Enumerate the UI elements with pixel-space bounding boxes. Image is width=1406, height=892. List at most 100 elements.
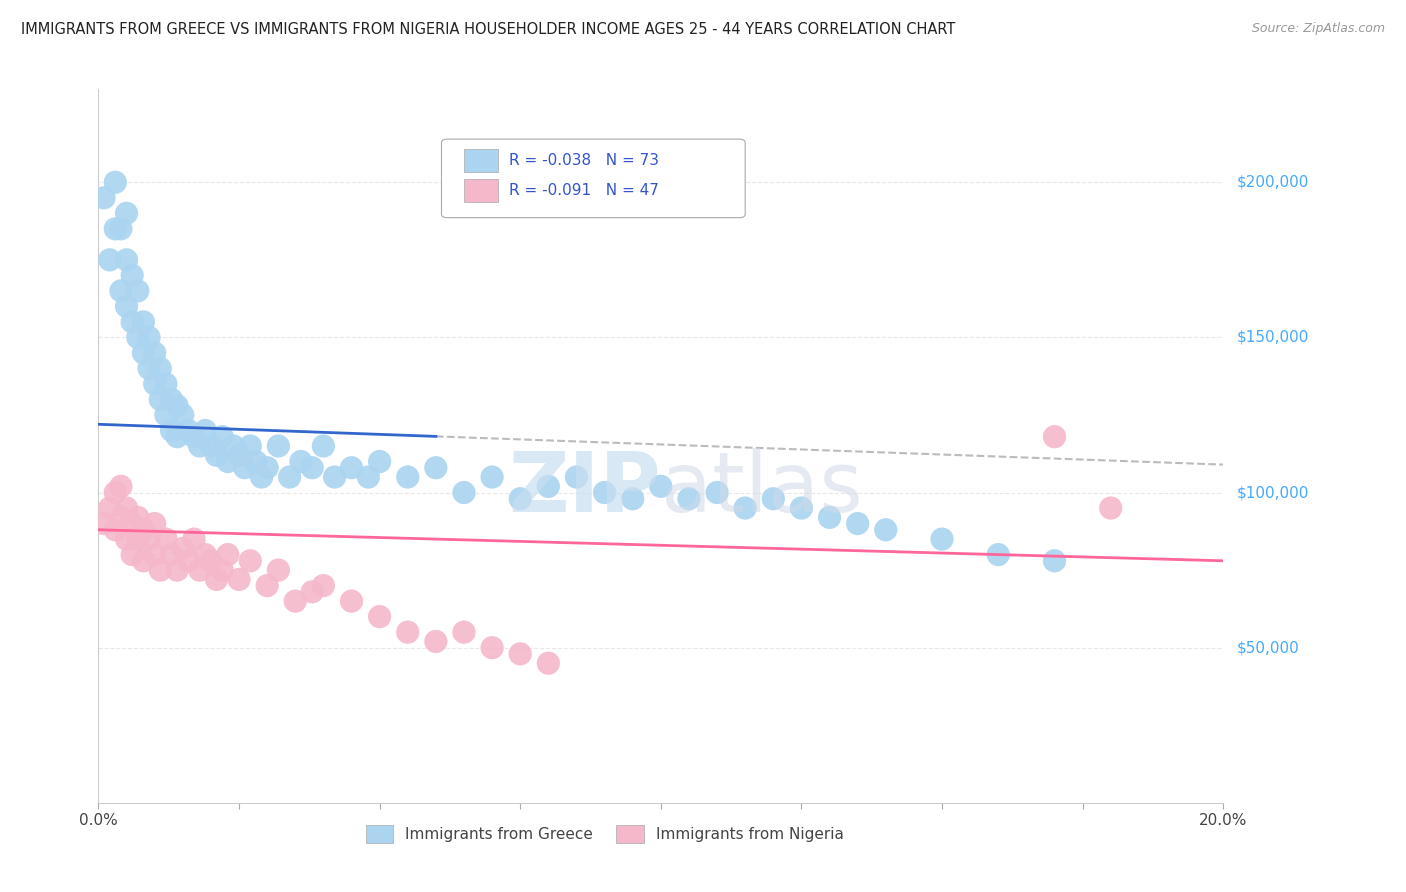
FancyBboxPatch shape — [441, 139, 745, 218]
Text: R = -0.038   N = 73: R = -0.038 N = 73 — [509, 153, 659, 168]
FancyBboxPatch shape — [464, 179, 498, 202]
Point — [115, 501, 138, 516]
Text: $50,000: $50,000 — [1237, 640, 1301, 655]
Point — [245, 454, 267, 468]
Point — [121, 315, 143, 329]
Point — [110, 510, 132, 524]
Point — [312, 439, 335, 453]
Point — [149, 563, 172, 577]
Point — [205, 573, 228, 587]
Point — [621, 491, 644, 506]
Point — [132, 346, 155, 360]
Point — [166, 430, 188, 444]
Point — [98, 501, 121, 516]
Point — [278, 470, 301, 484]
Point — [177, 554, 200, 568]
Point — [166, 399, 188, 413]
Point — [115, 206, 138, 220]
Point — [121, 548, 143, 562]
Point — [846, 516, 869, 531]
Point — [211, 563, 233, 577]
Point — [453, 485, 475, 500]
Point — [205, 448, 228, 462]
Point — [200, 439, 222, 453]
Point — [509, 647, 531, 661]
Point — [290, 454, 312, 468]
Point — [509, 491, 531, 506]
Point — [110, 479, 132, 493]
Point — [104, 222, 127, 236]
Text: atlas: atlas — [661, 449, 862, 529]
Point — [149, 361, 172, 376]
Point — [188, 439, 211, 453]
Point — [155, 532, 177, 546]
Point — [127, 510, 149, 524]
Point — [211, 430, 233, 444]
Point — [301, 460, 323, 475]
Point — [593, 485, 616, 500]
Point — [228, 448, 250, 462]
Point — [188, 563, 211, 577]
Point — [425, 460, 447, 475]
Point — [239, 554, 262, 568]
Point — [138, 361, 160, 376]
Point — [734, 501, 756, 516]
Point — [155, 376, 177, 391]
Point — [172, 541, 194, 556]
Point — [565, 470, 588, 484]
Point — [143, 346, 166, 360]
Point — [267, 439, 290, 453]
Point — [166, 563, 188, 577]
FancyBboxPatch shape — [464, 149, 498, 172]
Point — [143, 548, 166, 562]
Point — [875, 523, 897, 537]
Point — [194, 424, 217, 438]
Point — [228, 573, 250, 587]
Point — [233, 460, 256, 475]
Text: $150,000: $150,000 — [1237, 330, 1309, 345]
Point — [160, 548, 183, 562]
Point — [453, 625, 475, 640]
Point — [149, 392, 172, 407]
Point — [1043, 430, 1066, 444]
Point — [172, 408, 194, 422]
Point — [110, 222, 132, 236]
Point — [121, 268, 143, 283]
Point — [132, 554, 155, 568]
Point — [127, 330, 149, 344]
Point — [121, 516, 143, 531]
Point — [98, 252, 121, 267]
Point — [239, 439, 262, 453]
Point — [537, 656, 560, 670]
Point — [537, 479, 560, 493]
Point — [790, 501, 813, 516]
Text: ZIP: ZIP — [509, 449, 661, 529]
Point — [138, 330, 160, 344]
Text: Source: ZipAtlas.com: Source: ZipAtlas.com — [1251, 22, 1385, 36]
Point — [132, 315, 155, 329]
Point — [481, 470, 503, 484]
Point — [284, 594, 307, 608]
Point — [115, 532, 138, 546]
Point — [127, 532, 149, 546]
Point — [222, 439, 245, 453]
Point — [256, 579, 278, 593]
Point — [312, 579, 335, 593]
Point — [110, 284, 132, 298]
Point — [155, 408, 177, 422]
Point — [678, 491, 700, 506]
Point — [301, 584, 323, 599]
Point — [143, 376, 166, 391]
Point — [93, 516, 115, 531]
Point — [267, 563, 290, 577]
Point — [217, 454, 239, 468]
Point — [217, 548, 239, 562]
Point — [425, 634, 447, 648]
Point — [93, 191, 115, 205]
Point — [340, 460, 363, 475]
Legend: Immigrants from Greece, Immigrants from Nigeria: Immigrants from Greece, Immigrants from … — [360, 819, 849, 848]
Point — [115, 299, 138, 313]
Point — [132, 523, 155, 537]
Point — [138, 532, 160, 546]
Point — [104, 485, 127, 500]
